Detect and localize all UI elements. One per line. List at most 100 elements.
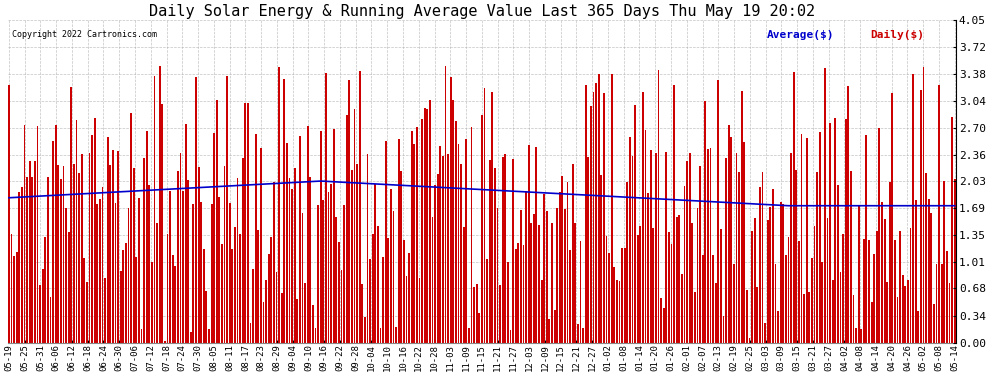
Bar bbox=[905, 286, 906, 343]
Bar bbox=[694, 291, 696, 343]
Bar bbox=[733, 264, 735, 343]
Bar bbox=[564, 209, 566, 343]
Bar bbox=[138, 198, 140, 343]
Bar bbox=[523, 245, 525, 343]
Bar bbox=[574, 223, 576, 343]
Bar bbox=[780, 202, 781, 343]
Bar bbox=[531, 224, 532, 343]
Bar bbox=[328, 192, 330, 343]
Bar bbox=[478, 313, 480, 343]
Bar bbox=[203, 249, 205, 343]
Bar bbox=[356, 164, 358, 343]
Bar bbox=[200, 202, 202, 343]
Bar bbox=[78, 173, 80, 343]
Bar bbox=[8, 85, 10, 343]
Bar bbox=[161, 104, 163, 343]
Bar bbox=[445, 66, 446, 343]
Bar bbox=[429, 99, 431, 343]
Bar bbox=[899, 231, 901, 343]
Bar bbox=[486, 259, 488, 343]
Bar bbox=[476, 284, 477, 343]
Bar bbox=[632, 156, 634, 343]
Bar bbox=[234, 228, 236, 343]
Bar bbox=[245, 104, 247, 343]
Bar bbox=[333, 129, 335, 343]
Bar bbox=[715, 284, 717, 343]
Bar bbox=[663, 308, 664, 343]
Bar bbox=[302, 213, 304, 343]
Bar bbox=[249, 323, 251, 343]
Text: Daily($): Daily($) bbox=[870, 30, 925, 40]
Bar bbox=[323, 200, 325, 343]
Bar bbox=[876, 231, 878, 343]
Bar bbox=[260, 148, 262, 343]
Bar bbox=[455, 121, 456, 343]
Bar bbox=[107, 137, 109, 343]
Bar bbox=[852, 295, 854, 343]
Bar bbox=[608, 253, 610, 343]
Bar bbox=[577, 324, 579, 343]
Bar bbox=[512, 159, 514, 343]
Bar bbox=[346, 116, 347, 343]
Bar bbox=[657, 69, 659, 343]
Bar bbox=[379, 327, 381, 343]
Bar bbox=[953, 179, 955, 343]
Bar bbox=[115, 203, 117, 343]
Bar bbox=[465, 139, 467, 343]
Bar bbox=[915, 200, 917, 343]
Bar bbox=[83, 258, 85, 343]
Bar bbox=[614, 267, 615, 343]
Bar bbox=[649, 150, 651, 343]
Bar bbox=[943, 181, 945, 343]
Bar bbox=[470, 126, 472, 343]
Bar bbox=[21, 187, 23, 343]
Bar bbox=[437, 174, 439, 343]
Bar bbox=[697, 208, 698, 343]
Bar bbox=[47, 177, 49, 343]
Bar bbox=[665, 152, 667, 343]
Bar bbox=[782, 204, 784, 343]
Bar bbox=[45, 237, 47, 343]
Bar bbox=[559, 192, 560, 343]
Bar bbox=[533, 214, 535, 343]
Bar bbox=[144, 158, 145, 343]
Bar bbox=[206, 291, 207, 343]
Bar bbox=[265, 279, 267, 343]
Bar bbox=[447, 153, 449, 343]
Bar bbox=[891, 93, 893, 343]
Bar bbox=[187, 180, 189, 343]
Bar bbox=[257, 230, 259, 343]
Bar bbox=[840, 272, 842, 343]
Bar bbox=[525, 192, 527, 343]
Bar bbox=[510, 330, 511, 343]
Bar bbox=[772, 189, 774, 343]
Bar bbox=[262, 302, 264, 343]
Bar bbox=[86, 282, 88, 343]
Bar bbox=[364, 317, 366, 343]
Bar bbox=[289, 178, 290, 343]
Bar bbox=[382, 257, 384, 343]
Bar bbox=[806, 138, 808, 343]
Bar bbox=[816, 172, 818, 343]
Bar bbox=[24, 125, 26, 343]
Bar bbox=[827, 218, 829, 343]
Bar bbox=[312, 305, 314, 343]
Bar bbox=[746, 290, 747, 343]
Bar bbox=[50, 297, 51, 343]
Bar bbox=[593, 93, 594, 343]
Bar bbox=[803, 294, 805, 343]
Bar bbox=[29, 161, 31, 343]
Bar bbox=[569, 249, 571, 343]
Bar bbox=[400, 171, 402, 343]
Bar bbox=[344, 205, 346, 343]
Bar bbox=[946, 251, 947, 343]
Bar bbox=[385, 141, 387, 343]
Bar bbox=[580, 241, 581, 343]
Bar bbox=[141, 329, 143, 343]
Bar bbox=[764, 323, 766, 343]
Bar bbox=[252, 269, 254, 343]
Bar bbox=[603, 93, 605, 343]
Bar bbox=[291, 189, 293, 343]
Bar bbox=[320, 131, 322, 343]
Bar bbox=[884, 219, 885, 343]
